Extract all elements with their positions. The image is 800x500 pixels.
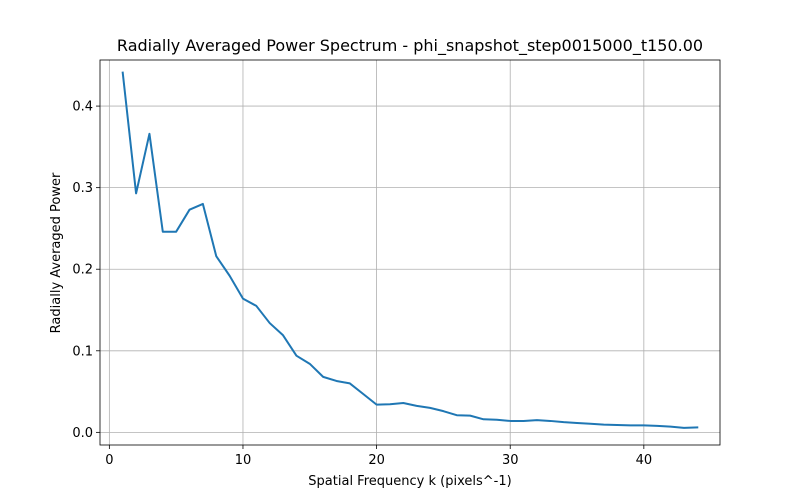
- y-axis-label: Radially Averaged Power: [49, 172, 64, 333]
- x-tick-label: 40: [636, 453, 653, 468]
- y-tick-label: 0.4: [72, 100, 93, 115]
- x-tick-label: 0: [105, 453, 113, 468]
- x-tick-label: 20: [368, 453, 385, 468]
- axes-frame: [99, 59, 721, 446]
- x-tick-label: 30: [502, 453, 519, 468]
- tick-marks: 0 10 20 30 40 0.0 0.1 0.2 0.3 0.4: [72, 100, 652, 468]
- y-tick-label: 0.2: [72, 263, 93, 278]
- plot-frame: [99, 59, 721, 446]
- series-line-0: [121, 71, 699, 429]
- x-axis-label: Spatial Frequency k (pixels^-1): [308, 474, 511, 489]
- series-layer: [121, 71, 699, 429]
- y-tick-label: 0.1: [72, 344, 93, 359]
- y-tick-label: 0.0: [72, 426, 93, 441]
- chart-title: Radially Averaged Power Spectrum - phi_s…: [117, 36, 703, 56]
- x-tick-label: 10: [235, 453, 252, 468]
- y-tick-label: 0.3: [72, 181, 93, 196]
- grid-lines: [100, 60, 720, 445]
